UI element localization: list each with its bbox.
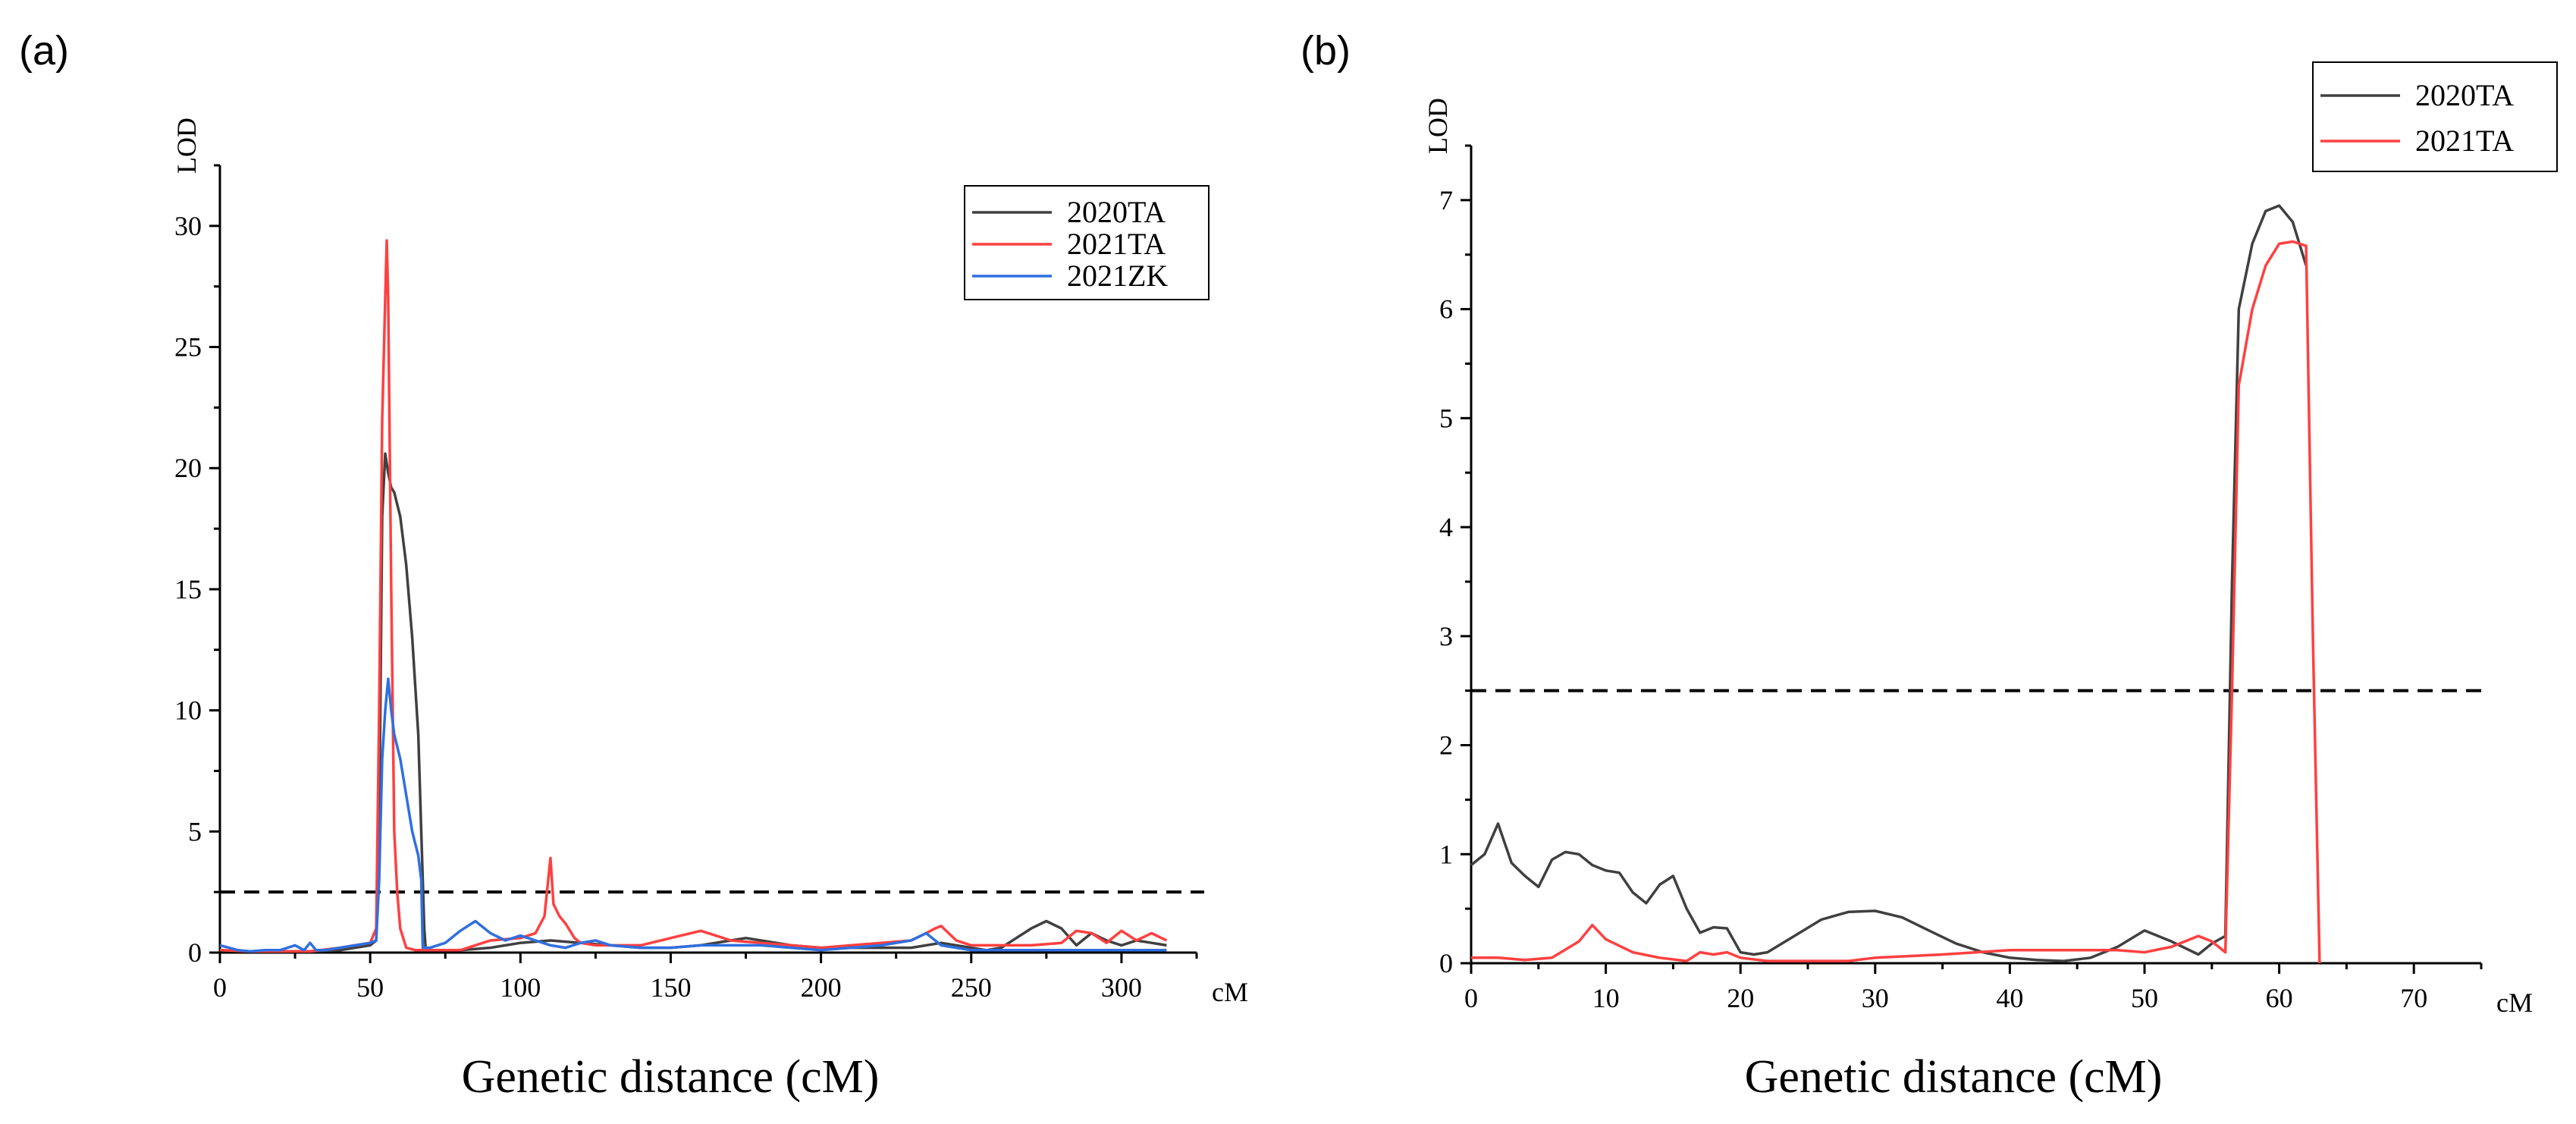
x-tick-label: 20 — [1727, 983, 1754, 1013]
y-tick-label: 5 — [1439, 403, 1453, 433]
y-tick-label: 6 — [1439, 294, 1453, 325]
panel-label-b: (b) — [1301, 28, 1351, 74]
x-tick-label: 0 — [1464, 983, 1478, 1013]
panel-label-a: (a) — [19, 28, 69, 74]
legend-label: 2021TA — [1067, 227, 1166, 261]
y-tick-label: 2 — [1439, 730, 1453, 761]
x-tick-label: 70 — [2400, 983, 2427, 1013]
x-tick-label: 250 — [951, 972, 992, 1003]
series-line-2020TA — [219, 452, 1167, 953]
x-axis-title: Genetic distance (cM) — [462, 1051, 880, 1103]
y-tick-label: 4 — [1439, 512, 1453, 542]
series-line-2021TA — [219, 239, 1168, 953]
legend-box — [2312, 61, 2558, 172]
series-line-2021TA — [1471, 240, 2321, 964]
y-tick-label: 10 — [174, 695, 202, 726]
y-tick-label: 5 — [188, 816, 202, 846]
y-axis-label: LOD — [1423, 98, 1453, 154]
x-tick-label: 40 — [1996, 983, 2023, 1013]
x-tick-label: 0 — [213, 972, 227, 1003]
legend-label: 2020TA — [1067, 195, 1166, 229]
y-tick-label: 15 — [174, 574, 202, 604]
x-tick-label: 60 — [2266, 983, 2293, 1013]
x-tick-label: 300 — [1101, 972, 1142, 1003]
legend: 2020TA 2021TA — [2312, 61, 2558, 172]
x-tick-label: 150 — [650, 972, 691, 1003]
y-axis-label: LOD — [171, 118, 202, 174]
x-tick-label: 50 — [356, 972, 384, 1003]
series-line-2020TA — [1470, 204, 2308, 962]
x-tick-label: 10 — [1592, 983, 1620, 1013]
y-tick-label: 30 — [174, 211, 202, 241]
x-tick-label: 50 — [2131, 983, 2158, 1013]
x-tick-label: 100 — [500, 972, 541, 1003]
x-axis-unit: cM — [2496, 987, 2533, 1018]
legend-label: 2021ZK — [1067, 259, 1168, 293]
x-axis-unit: cM — [1212, 977, 1248, 1007]
y-tick-label: 1 — [1439, 839, 1453, 869]
legend-box — [964, 185, 1210, 300]
legend-label: 2021TA — [2415, 124, 2514, 158]
y-tick-label: 0 — [188, 937, 202, 968]
x-tick-label: 200 — [801, 972, 842, 1003]
y-tick-label: 20 — [174, 453, 202, 483]
x-axis-title: Genetic distance (cM) — [1745, 1051, 2163, 1103]
y-tick-label: 25 — [174, 332, 202, 363]
series-line-2021ZK — [219, 677, 1167, 953]
legend-label: 2020TA — [2415, 78, 2514, 112]
y-tick-label: 7 — [1439, 185, 1453, 215]
y-tick-label: 3 — [1439, 621, 1453, 651]
x-tick-label: 30 — [1862, 983, 1889, 1013]
y-tick-label: 0 — [1439, 948, 1453, 978]
